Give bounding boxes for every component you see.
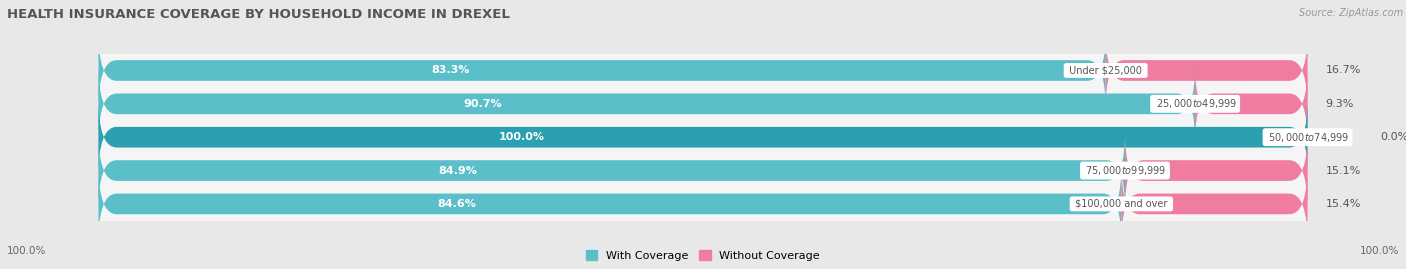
Text: 100.0%: 100.0%: [1360, 246, 1399, 256]
Text: 15.4%: 15.4%: [1326, 199, 1361, 209]
FancyBboxPatch shape: [1122, 164, 1308, 244]
Text: 9.3%: 9.3%: [1326, 99, 1354, 109]
Text: HEALTH INSURANCE COVERAGE BY HOUSEHOLD INCOME IN DREXEL: HEALTH INSURANCE COVERAGE BY HOUSEHOLD I…: [7, 8, 510, 21]
Text: $75,000 to $99,999: $75,000 to $99,999: [1083, 164, 1167, 177]
FancyBboxPatch shape: [1125, 131, 1308, 210]
FancyBboxPatch shape: [93, 72, 1313, 136]
FancyBboxPatch shape: [98, 64, 1195, 144]
Text: $50,000 to $74,999: $50,000 to $74,999: [1265, 131, 1350, 144]
Text: 84.6%: 84.6%: [437, 199, 475, 209]
Text: 90.7%: 90.7%: [463, 99, 502, 109]
Text: $25,000 to $49,999: $25,000 to $49,999: [1153, 97, 1237, 110]
FancyBboxPatch shape: [93, 172, 1313, 236]
Text: 84.9%: 84.9%: [439, 165, 477, 176]
Text: Source: ZipAtlas.com: Source: ZipAtlas.com: [1299, 8, 1403, 18]
FancyBboxPatch shape: [98, 31, 1105, 110]
Text: 100.0%: 100.0%: [499, 132, 544, 142]
Text: 83.3%: 83.3%: [432, 65, 470, 76]
FancyBboxPatch shape: [93, 105, 1313, 169]
FancyBboxPatch shape: [1195, 64, 1308, 144]
Text: 100.0%: 100.0%: [7, 246, 46, 256]
FancyBboxPatch shape: [1105, 31, 1308, 110]
FancyBboxPatch shape: [98, 131, 1125, 210]
FancyBboxPatch shape: [98, 97, 1308, 177]
Text: Under $25,000: Under $25,000: [1066, 65, 1144, 76]
Text: 0.0%: 0.0%: [1381, 132, 1406, 142]
FancyBboxPatch shape: [93, 139, 1313, 202]
FancyBboxPatch shape: [98, 164, 1122, 244]
FancyBboxPatch shape: [93, 39, 1313, 102]
Text: 16.7%: 16.7%: [1326, 65, 1361, 76]
Legend: With Coverage, Without Coverage: With Coverage, Without Coverage: [586, 250, 820, 261]
Text: $100,000 and over: $100,000 and over: [1073, 199, 1171, 209]
Text: 15.1%: 15.1%: [1326, 165, 1361, 176]
